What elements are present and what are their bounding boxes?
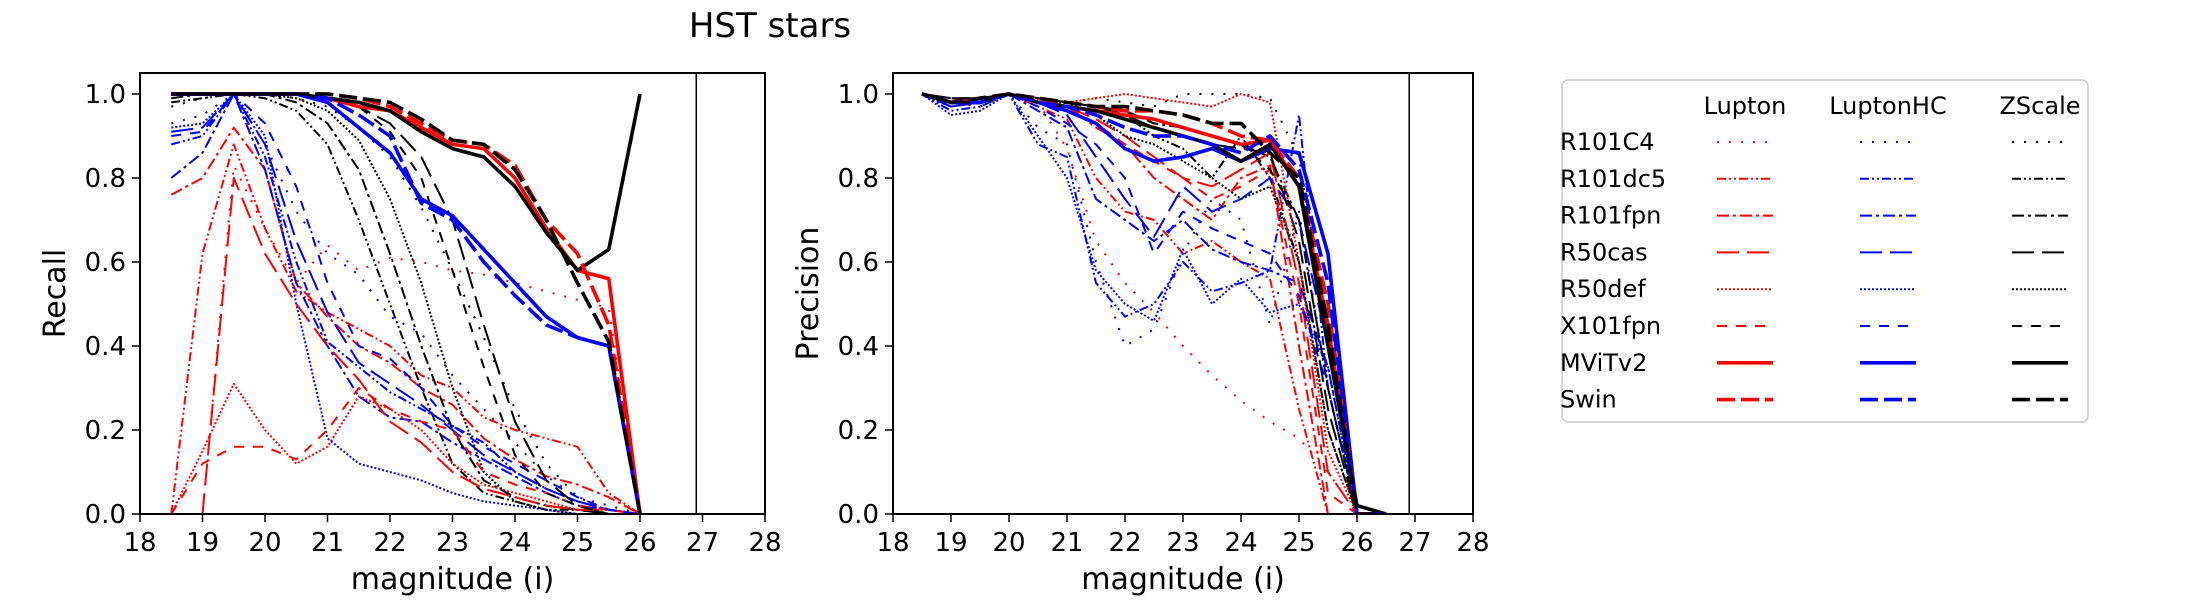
series-line-r101c4-luptonhc: [171, 93, 641, 514]
y-tick-label: 1.0: [838, 80, 879, 110]
x-tick-label: 18: [123, 528, 156, 558]
series-line-r50def-luptonhc: [171, 93, 640, 514]
y-tick-label: 0.4: [85, 332, 126, 362]
x-tick-label: 20: [992, 528, 1025, 558]
x-tick-label: 18: [876, 528, 909, 558]
y-tick-label: 0.4: [838, 332, 879, 362]
legend-column-header: LuptonHC: [1829, 92, 1947, 120]
legend-column-header: ZScale: [1999, 92, 2080, 120]
series-line-r101c4-zscale: [171, 93, 641, 514]
x-tick-label: 20: [248, 528, 281, 558]
x-tick-label: 27: [686, 528, 719, 558]
series-line-x101fpn-lupton: [170, 387, 641, 514]
x-tick-label: 28: [748, 528, 781, 558]
legend-row-label: R101C4: [1560, 128, 1655, 156]
series-line-r50cas-zscale: [171, 93, 640, 514]
y-tick-label: 0.2: [85, 416, 126, 446]
series-line-r101dc5-lupton: [921, 93, 1386, 514]
legend-row-label: R50cas: [1560, 238, 1648, 266]
y-tick-label: 0.0: [85, 500, 126, 530]
series-line-r101dc5-lupton: [170, 143, 641, 514]
series-line-swin-zscale: [171, 92, 642, 514]
series-line-r50cas-luptonhc: [171, 93, 641, 514]
x-tick-label: 27: [1398, 528, 1431, 558]
series-line-r50def-zscale: [171, 93, 640, 514]
series-line-r50cas-lupton: [171, 177, 641, 514]
axes-frame: [892, 72, 1474, 515]
x-tick-label: 22: [373, 528, 406, 558]
legend-frame: [1561, 79, 2089, 423]
series-line-swin-lupton: [171, 92, 642, 514]
figure-title: HST stars: [688, 6, 852, 46]
series-line-r50def-lupton: [170, 382, 641, 514]
x-tick-label: 19: [934, 528, 967, 558]
x-tick-label: 24: [498, 528, 531, 558]
series-line-r101fpn-zscale: [171, 93, 640, 514]
x-tick-label: 21: [1050, 528, 1083, 558]
y-axis-label: Recall: [38, 249, 73, 339]
legend: Lupton LuptonHC ZScale R101C4 R101dc5 R101fpn…: [1560, 79, 2089, 423]
series-line-r50def-zscale: [921, 93, 1386, 514]
x-tick-label: 28: [1456, 528, 1489, 558]
series-line-r101fpn-luptonhc: [170, 93, 641, 514]
x-tick-label: 21: [311, 528, 344, 558]
series-line-x101fpn-luptonhc: [171, 93, 641, 514]
x-tick-label: 19: [186, 528, 219, 558]
x-tick-label: 22: [1108, 528, 1141, 558]
legend-row-label: R50def: [1560, 275, 1646, 303]
legend-row-label: MViTv2: [1560, 349, 1647, 377]
series-line-r101fpn-lupton: [170, 126, 641, 514]
y-tick-label: 0.2: [838, 416, 879, 446]
series-line-mvitv2-luptonhc: [171, 92, 642, 514]
series-line-r101dc5-zscale: [171, 93, 640, 514]
x-tick-label: 23: [436, 528, 469, 558]
y-tick-label: 0.8: [838, 164, 879, 194]
series-line-r101fpn-luptonhc: [921, 93, 1386, 514]
legend-row-label: R101dc5: [1560, 165, 1666, 193]
legend-row-label: R101fpn: [1560, 202, 1661, 230]
series-lines: [170, 92, 642, 514]
series-line-r101c4-luptonhc: [921, 93, 1386, 514]
series-line-swin-zscale: [921, 92, 1386, 514]
y-tick-label: 1.0: [85, 80, 126, 110]
series-line-swin-luptonhc: [171, 92, 642, 514]
series-line-mvitv2-lupton: [171, 92, 642, 514]
y-tick-label: 0.6: [85, 248, 126, 278]
x-tick-label: 23: [1166, 528, 1199, 558]
series-line-r50def-lupton: [921, 93, 1386, 514]
y-tick-label: 0.6: [838, 248, 879, 278]
axes-frame: [139, 72, 766, 515]
precision-plot: 18 19 20 21 22 23 24 25 26 27 28 0.0 0.2 0.4 0.6 0.8 1.0…: [791, 72, 1490, 597]
legend-column-header: Lupton: [1704, 92, 1787, 120]
series-line-r101c4-lupton: [171, 164, 641, 514]
legend-row-label: Swin: [1560, 386, 1617, 414]
y-tick-label: 0.8: [85, 164, 126, 194]
x-tick-label: 25: [561, 528, 594, 558]
series-line-r101dc5-luptonhc: [171, 93, 641, 514]
x-tick-label: 26: [1340, 528, 1373, 558]
y-tick-label: 0.0: [838, 500, 879, 530]
x-tick-label: 25: [1282, 528, 1315, 558]
series-line-x101fpn-zscale: [171, 93, 640, 514]
y-axis-label: Precision: [791, 227, 826, 361]
x-axis-label: magnitude (i): [351, 562, 555, 597]
legend-row-label: X101fpn: [1560, 312, 1661, 340]
x-tick-label: 26: [623, 528, 656, 558]
recall-plot: 18 19 20 21 22 23 24 25 26 27 28 0.0 0.2 0.4 0.6 0.8 1.0…: [38, 72, 782, 597]
series-lines: [921, 92, 1387, 514]
x-tick-label: 24: [1224, 528, 1257, 558]
x-axis-label: magnitude (i): [1081, 562, 1285, 597]
